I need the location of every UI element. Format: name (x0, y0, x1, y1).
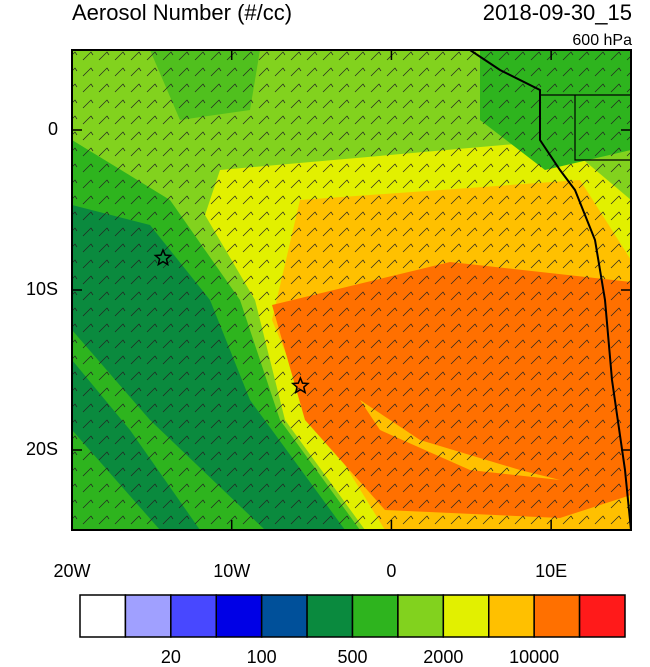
x-tick-label: 0 (386, 561, 396, 581)
colorbar-box (170, 594, 217, 638)
colorbar-box (260, 594, 308, 638)
colorbar-box (488, 594, 535, 638)
colorbar-label: 10000 (509, 647, 559, 667)
y-tick-label: 20S (26, 439, 58, 459)
colorbar-box (351, 594, 399, 638)
map-date: 2018-09-30_15 (483, 0, 632, 25)
colorbar-box (533, 594, 581, 638)
x-tick-label: 20W (53, 561, 90, 581)
star-marker (290, 376, 310, 395)
map-title: Aerosol Number (#/cc) (72, 0, 292, 25)
x-tick-label: 10E (535, 561, 567, 581)
colorbar-box (124, 594, 172, 638)
colorbar-box (578, 594, 626, 638)
y-tick-label: 10S (26, 279, 58, 299)
colorbar-box (79, 594, 127, 638)
x-tick-label: 10W (213, 561, 250, 581)
colorbar-label: 100 (247, 647, 277, 667)
colorbar-label: 500 (337, 647, 367, 667)
colorbar-box (442, 594, 490, 638)
colorbar-box (306, 594, 354, 638)
colorbar-box (215, 594, 263, 638)
colorbar-label: 20 (161, 647, 181, 667)
colorbar-label: 2000 (423, 647, 463, 667)
map-level: 600 hPa (572, 32, 632, 49)
colorbar-box (397, 594, 445, 638)
filled-contours (72, 50, 631, 530)
star-marker (153, 248, 173, 267)
y-tick-label: 0 (48, 119, 58, 139)
